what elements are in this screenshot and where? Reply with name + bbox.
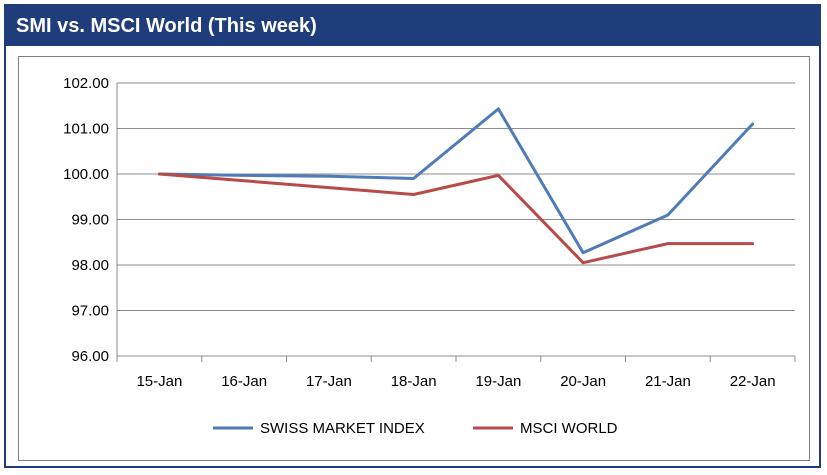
- y-tick-label: 100.00: [63, 166, 109, 183]
- x-tick-label: 15-Jan: [136, 373, 182, 390]
- x-tick-label: 18-Jan: [391, 373, 437, 390]
- y-tick-label: 96.00: [71, 348, 109, 365]
- y-tick-label: 98.00: [71, 257, 109, 274]
- chart-area-border: [18, 56, 810, 461]
- x-tick-label: 20-Jan: [560, 373, 606, 390]
- y-tick-label: 97.00: [71, 303, 109, 320]
- y-tick-label: 102.00: [63, 75, 109, 92]
- y-tick-label: 101.00: [63, 121, 109, 138]
- y-tick-label: 99.00: [71, 212, 109, 229]
- x-tick-label: 17-Jan: [306, 373, 352, 390]
- chart-title: SMI vs. MSCI World (This week): [6, 6, 819, 46]
- x-tick-label: 16-Jan: [221, 373, 267, 390]
- legend-label: MSCI WORLD: [520, 420, 618, 437]
- legend-label: SWISS MARKET INDEX: [260, 420, 425, 437]
- x-tick-label: 19-Jan: [475, 373, 521, 390]
- series-line-0: [157, 107, 755, 255]
- series-line-1: [157, 172, 755, 265]
- chart-frame: SMI vs. MSCI World (This week): [4, 4, 821, 468]
- x-tick-label: 22-Jan: [730, 373, 776, 390]
- x-tick-label: 21-Jan: [645, 373, 691, 390]
